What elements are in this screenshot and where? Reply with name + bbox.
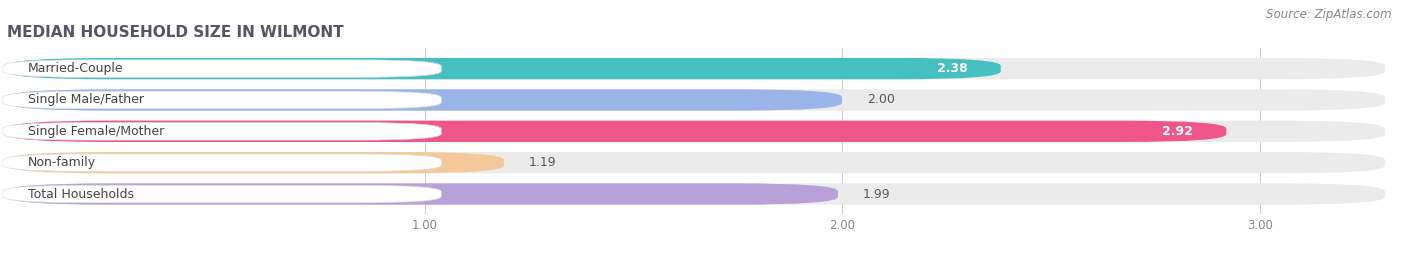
FancyBboxPatch shape bbox=[7, 89, 842, 111]
Text: Single Female/Mother: Single Female/Mother bbox=[28, 125, 165, 138]
Text: Married-Couple: Married-Couple bbox=[28, 62, 124, 75]
FancyBboxPatch shape bbox=[7, 121, 1385, 142]
Text: 1.19: 1.19 bbox=[529, 156, 557, 169]
Text: 1.99: 1.99 bbox=[863, 188, 890, 200]
FancyBboxPatch shape bbox=[7, 58, 1385, 79]
FancyBboxPatch shape bbox=[7, 152, 1385, 173]
FancyBboxPatch shape bbox=[7, 152, 503, 173]
Text: Single Male/Father: Single Male/Father bbox=[28, 94, 143, 106]
Text: MEDIAN HOUSEHOLD SIZE IN WILMONT: MEDIAN HOUSEHOLD SIZE IN WILMONT bbox=[7, 25, 343, 40]
FancyBboxPatch shape bbox=[3, 60, 441, 77]
Text: 2.00: 2.00 bbox=[868, 94, 896, 106]
Text: 2.92: 2.92 bbox=[1161, 125, 1192, 138]
Text: Total Households: Total Households bbox=[28, 188, 134, 200]
Text: 2.38: 2.38 bbox=[936, 62, 967, 75]
FancyBboxPatch shape bbox=[3, 91, 441, 109]
FancyBboxPatch shape bbox=[3, 122, 441, 140]
FancyBboxPatch shape bbox=[7, 183, 838, 205]
FancyBboxPatch shape bbox=[7, 89, 1385, 111]
FancyBboxPatch shape bbox=[7, 121, 1226, 142]
FancyBboxPatch shape bbox=[3, 154, 441, 172]
FancyBboxPatch shape bbox=[3, 185, 441, 203]
Text: Non-family: Non-family bbox=[28, 156, 96, 169]
Text: Source: ZipAtlas.com: Source: ZipAtlas.com bbox=[1267, 8, 1392, 21]
FancyBboxPatch shape bbox=[7, 183, 1385, 205]
FancyBboxPatch shape bbox=[7, 58, 1001, 79]
